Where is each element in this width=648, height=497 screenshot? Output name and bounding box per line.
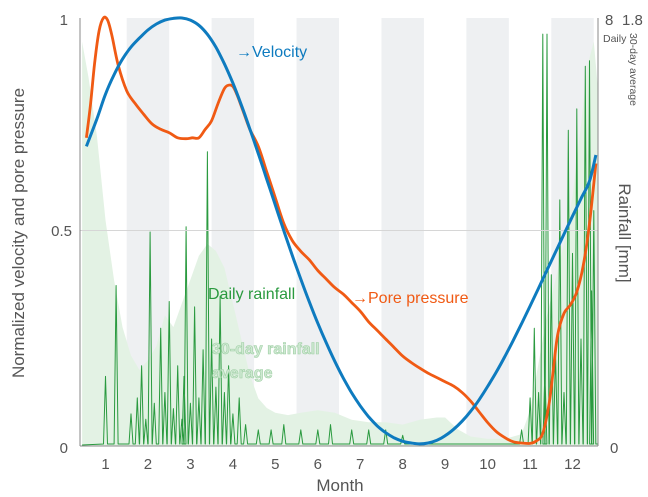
avg-annotation-line2: average [212, 365, 273, 382]
x-tick-8: 8 [399, 456, 407, 473]
y-tick-left-1: 1 [60, 12, 68, 29]
y-tick-right-avg-max: 1.8 [622, 12, 643, 29]
x-tick-12: 12 [564, 456, 581, 473]
pore-pressure-annotation: →Pore pressure [352, 290, 469, 307]
y-tick-right-daily-max: 8 [605, 12, 613, 29]
x-tick-3: 3 [186, 456, 194, 473]
velocity-line [84, 16, 598, 446]
line-series-layer [84, 15, 598, 446]
y-tick-left-0.5: 0.5 [51, 223, 72, 240]
month-shade-8 [381, 18, 424, 446]
avg-annotation-line1: 30-day rainfall [212, 341, 320, 358]
right-sub-avg: 30-day average [627, 33, 639, 106]
x-axis-label: Month [316, 476, 363, 495]
x-tick-9: 9 [441, 456, 449, 473]
right-sub-daily: Daily [603, 33, 627, 45]
pore-pressure-line [85, 15, 598, 445]
x-tick-10: 10 [479, 456, 496, 473]
y-tick-right-0: 0 [610, 440, 618, 457]
x-tick-11: 11 [522, 456, 538, 473]
y-axis-label-right: Rainfall [mm] [615, 183, 634, 282]
month-shade-10 [466, 18, 509, 446]
y-tick-left-0: 0 [60, 440, 68, 457]
x-tick-6: 6 [314, 456, 322, 473]
x-tick-1: 1 [101, 456, 109, 473]
month-shade-6 [296, 18, 339, 446]
velocity-annotation: →Velocity [236, 44, 307, 61]
daily-rainfall-annotation: Daily rainfall [208, 286, 295, 303]
x-tick-2: 2 [144, 456, 152, 473]
y-axis-label-left: Normalized velocity and pore pressure [9, 88, 28, 378]
x-tick-4: 4 [229, 456, 237, 473]
x-tick-7: 7 [356, 456, 364, 473]
x-tick-labels: 1 2 3 4 5 6 7 8 9 10 11 12 [101, 456, 581, 473]
x-tick-5: 5 [271, 456, 279, 473]
